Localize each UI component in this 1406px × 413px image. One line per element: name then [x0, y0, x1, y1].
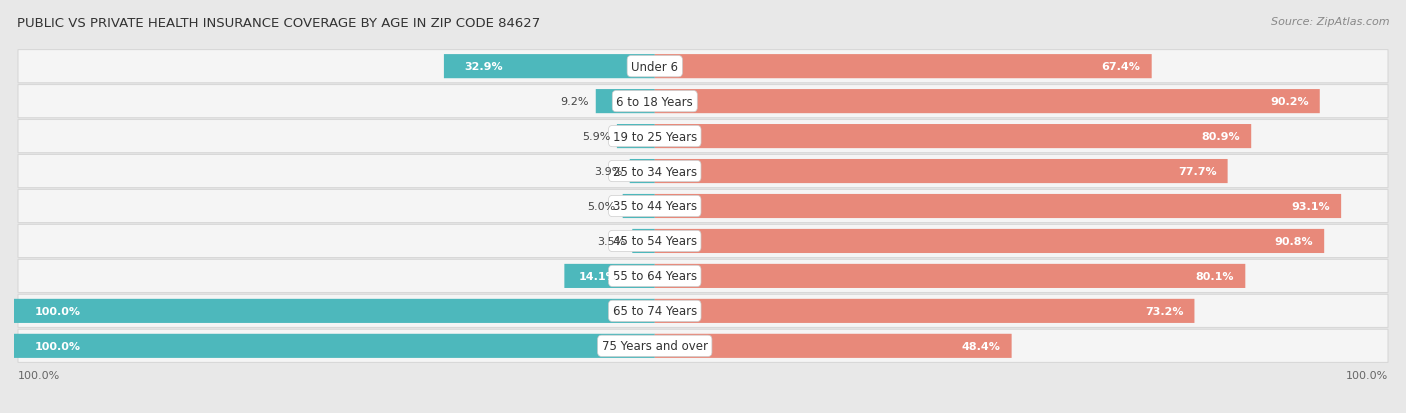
FancyBboxPatch shape [14, 299, 655, 323]
Text: 77.7%: 77.7% [1178, 166, 1216, 177]
Text: 45 to 54 Years: 45 to 54 Years [613, 235, 697, 248]
FancyBboxPatch shape [18, 260, 1388, 293]
FancyBboxPatch shape [655, 264, 1246, 288]
FancyBboxPatch shape [655, 55, 1152, 79]
Text: 35 to 44 Years: 35 to 44 Years [613, 200, 697, 213]
FancyBboxPatch shape [655, 90, 1320, 114]
FancyBboxPatch shape [18, 294, 1388, 328]
FancyBboxPatch shape [617, 125, 655, 149]
Text: PUBLIC VS PRIVATE HEALTH INSURANCE COVERAGE BY AGE IN ZIP CODE 84627: PUBLIC VS PRIVATE HEALTH INSURANCE COVER… [17, 17, 540, 29]
FancyBboxPatch shape [633, 229, 655, 254]
Text: 65 to 74 Years: 65 to 74 Years [613, 305, 697, 318]
Text: 14.1%: 14.1% [578, 271, 617, 281]
Text: 75 Years and over: 75 Years and over [602, 339, 707, 352]
FancyBboxPatch shape [444, 55, 655, 79]
FancyBboxPatch shape [18, 50, 1388, 83]
FancyBboxPatch shape [18, 330, 1388, 363]
Text: 19 to 25 Years: 19 to 25 Years [613, 130, 697, 143]
FancyBboxPatch shape [18, 85, 1388, 119]
Text: Source: ZipAtlas.com: Source: ZipAtlas.com [1271, 17, 1389, 26]
Text: 100.0%: 100.0% [18, 370, 60, 380]
Text: 55 to 64 Years: 55 to 64 Years [613, 270, 697, 283]
Text: 5.9%: 5.9% [582, 132, 610, 142]
FancyBboxPatch shape [655, 125, 1251, 149]
FancyBboxPatch shape [623, 195, 655, 218]
FancyBboxPatch shape [18, 190, 1388, 223]
Text: 73.2%: 73.2% [1144, 306, 1184, 316]
Text: 90.8%: 90.8% [1274, 236, 1313, 247]
Text: 93.1%: 93.1% [1292, 202, 1330, 211]
FancyBboxPatch shape [655, 159, 1227, 184]
FancyBboxPatch shape [655, 334, 1012, 358]
FancyBboxPatch shape [18, 120, 1388, 153]
FancyBboxPatch shape [14, 334, 655, 358]
FancyBboxPatch shape [655, 299, 1195, 323]
Text: 100.0%: 100.0% [35, 341, 80, 351]
Text: 6 to 18 Years: 6 to 18 Years [616, 95, 693, 108]
Text: 5.0%: 5.0% [588, 202, 616, 211]
FancyBboxPatch shape [18, 225, 1388, 258]
Text: 67.4%: 67.4% [1102, 62, 1140, 72]
Text: 100.0%: 100.0% [35, 306, 80, 316]
FancyBboxPatch shape [630, 159, 655, 184]
Text: 80.1%: 80.1% [1195, 271, 1234, 281]
Text: 80.9%: 80.9% [1202, 132, 1240, 142]
FancyBboxPatch shape [596, 90, 655, 114]
Text: 9.2%: 9.2% [561, 97, 589, 107]
Text: 32.9%: 32.9% [464, 62, 503, 72]
Text: 100.0%: 100.0% [1346, 370, 1388, 380]
Text: 90.2%: 90.2% [1270, 97, 1309, 107]
FancyBboxPatch shape [655, 195, 1341, 218]
Text: 25 to 34 Years: 25 to 34 Years [613, 165, 697, 178]
Text: 3.9%: 3.9% [595, 166, 623, 177]
Text: 48.4%: 48.4% [962, 341, 1001, 351]
FancyBboxPatch shape [18, 155, 1388, 188]
Text: 3.5%: 3.5% [598, 236, 626, 247]
Text: Under 6: Under 6 [631, 61, 678, 74]
FancyBboxPatch shape [655, 229, 1324, 254]
FancyBboxPatch shape [564, 264, 655, 288]
